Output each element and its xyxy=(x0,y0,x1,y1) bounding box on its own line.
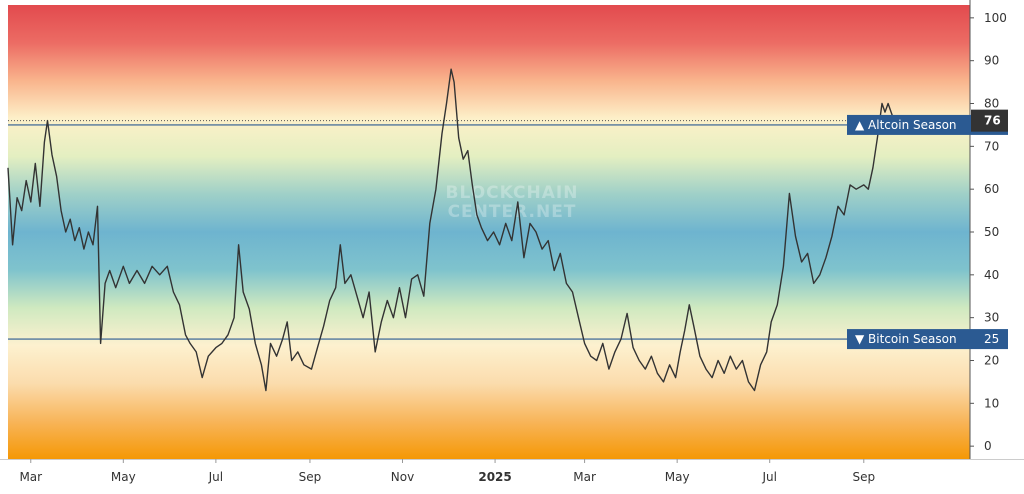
x-axis: Mar May Jul Sep Nov 2025 Mar May Jul Sep xyxy=(0,459,1024,484)
threshold-tag: ▼ Bitcoin Season 25 xyxy=(847,329,1008,350)
y-tick-label: 10 xyxy=(984,396,999,410)
x-tick-label: Jul xyxy=(208,470,223,484)
y-tick-label: 90 xyxy=(984,54,999,68)
threshold-value-box xyxy=(971,329,1008,350)
current-value-tag: 76 xyxy=(971,109,1008,132)
x-tick-label: Jul xyxy=(761,470,776,484)
y-tick-label: 50 xyxy=(984,225,999,239)
x-tick-label: 2025 xyxy=(478,470,511,484)
x-tick-label: Mar xyxy=(573,470,596,484)
y-axis: 0 10 20 30 40 50 60 70 80 90 100 xyxy=(969,0,1007,459)
y-tick-label: 30 xyxy=(984,311,999,325)
watermark-line-2: CENTER.NET xyxy=(448,202,577,222)
threshold-value-label: 25 xyxy=(984,332,999,346)
threshold-tag-label: ▼ Bitcoin Season xyxy=(855,332,957,346)
threshold-lines xyxy=(8,120,970,340)
current-value-box xyxy=(971,109,1008,132)
threshold-tag-label: ▲ Altcoin Season xyxy=(855,118,957,132)
series-layer xyxy=(7,68,897,392)
watermark: BLOCKCHAIN CENTER.NET xyxy=(446,183,579,222)
y-tick-label: 80 xyxy=(984,97,999,111)
current-value-label: 76 xyxy=(984,114,1001,128)
x-tick-label: Sep xyxy=(299,470,322,484)
x-tick-label: Nov xyxy=(391,470,414,484)
threshold-tag-box xyxy=(847,114,971,135)
x-tick-label: Mar xyxy=(19,470,42,484)
x-tick-label: May xyxy=(665,470,690,484)
y-tick-label: 70 xyxy=(984,139,999,153)
x-tick-label: Sep xyxy=(852,470,875,484)
y-tick-label: 40 xyxy=(984,268,999,282)
threshold-tag-box xyxy=(847,329,971,350)
plot-background xyxy=(8,5,970,459)
series-line xyxy=(7,68,897,392)
y-tick-label: 20 xyxy=(984,353,999,367)
y-tick-label: 0 xyxy=(984,439,992,453)
y-tick-label: 60 xyxy=(984,182,999,196)
x-tick-label: May xyxy=(111,470,136,484)
y-tick-label: 100 xyxy=(984,11,1007,25)
watermark-line-1: BLOCKCHAIN xyxy=(446,183,579,203)
